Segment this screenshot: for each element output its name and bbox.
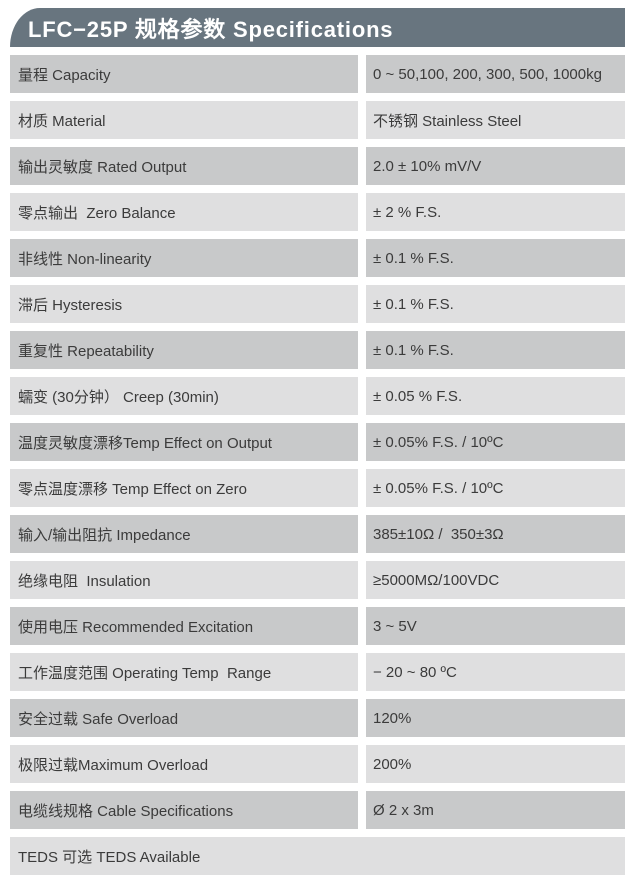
spec-label: 温度灵敏度漂移Temp Effect on Output: [10, 423, 358, 461]
spec-value: 不锈钢 Stainless Steel: [366, 101, 625, 139]
spec-label: 量程 Capacity: [10, 55, 358, 93]
table-row: 量程 Capacity 0 ~ 50,100, 200, 300, 500, 1…: [10, 55, 625, 93]
table-row: 输入/输出阻抗 Impedance 385±10Ω / 350±3Ω: [10, 515, 625, 553]
spec-value: ± 0.05% F.S. / 10ºC: [366, 423, 625, 461]
spec-value: 200%: [366, 745, 625, 783]
spec-label: 工作温度范围 Operating Temp Range: [10, 653, 358, 691]
spec-value: ± 2 % F.S.: [366, 193, 625, 231]
spec-value: ± 0.1 % F.S.: [366, 285, 625, 323]
table-row: 温度灵敏度漂移Temp Effect on Output ± 0.05% F.S…: [10, 423, 625, 461]
spec-label: TEDS 可选 TEDS Available: [10, 837, 625, 875]
spec-value: 120%: [366, 699, 625, 737]
spec-value: ± 0.1 % F.S.: [366, 331, 625, 369]
spec-value: ≥5000MΩ/100VDC: [366, 561, 625, 599]
spec-label: 绝缘电阻 Insulation: [10, 561, 358, 599]
spec-value: 385±10Ω / 350±3Ω: [366, 515, 625, 553]
spec-label: 安全过载 Safe Overload: [10, 699, 358, 737]
table-row: 输出灵敏度 Rated Output 2.0 ± 10% mV/V: [10, 147, 625, 185]
table-row: 滞后 Hysteresis ± 0.1 % F.S.: [10, 285, 625, 323]
spec-label: 非线性 Non-linearity: [10, 239, 358, 277]
spec-value: ± 0.05 % F.S.: [366, 377, 625, 415]
table-row: 材质 Material 不锈钢 Stainless Steel: [10, 101, 625, 139]
table-row: 蠕变 (30分钟） Creep (30min) ± 0.05 % F.S.: [10, 377, 625, 415]
spec-label: 重复性 Repeatability: [10, 331, 358, 369]
spec-value: − 20 ~ 80 ºC: [366, 653, 625, 691]
table-row: 安全过载 Safe Overload 120%: [10, 699, 625, 737]
table-row: 电缆线规格 Cable Specifications Ø 2 x 3m: [10, 791, 625, 829]
table-row: 极限过载Maximum Overload 200%: [10, 745, 625, 783]
spec-label: 电缆线规格 Cable Specifications: [10, 791, 358, 829]
spec-value: 2.0 ± 10% mV/V: [366, 147, 625, 185]
spec-label: 输入/输出阻抗 Impedance: [10, 515, 358, 553]
spec-value: Ø 2 x 3m: [366, 791, 625, 829]
page-title: LFC−25P 规格参数 Specifications: [28, 16, 394, 42]
spec-label: 使用电压 Recommended Excitation: [10, 607, 358, 645]
spec-label: 输出灵敏度 Rated Output: [10, 147, 358, 185]
table-row: 重复性 Repeatability ± 0.1 % F.S.: [10, 331, 625, 369]
table-row: 使用电压 Recommended Excitation 3 ~ 5V: [10, 607, 625, 645]
table-row: 非线性 Non-linearity ± 0.1 % F.S.: [10, 239, 625, 277]
spec-value: ± 0.05% F.S. / 10ºC: [366, 469, 625, 507]
table-row: 零点温度漂移 Temp Effect on Zero ± 0.05% F.S. …: [10, 469, 625, 507]
spec-value: 3 ~ 5V: [366, 607, 625, 645]
spec-sheet-title-bar: LFC−25P 规格参数 Specifications: [10, 8, 625, 47]
spec-value: 0 ~ 50,100, 200, 300, 500, 1000kg: [366, 55, 625, 93]
spec-value: ± 0.1 % F.S.: [366, 239, 625, 277]
spec-label: 蠕变 (30分钟） Creep (30min): [10, 377, 358, 415]
spec-label: 材质 Material: [10, 101, 358, 139]
table-row: 零点输出 Zero Balance ± 2 % F.S.: [10, 193, 625, 231]
table-row: 绝缘电阻 Insulation ≥5000MΩ/100VDC: [10, 561, 625, 599]
table-row: TEDS 可选 TEDS Available: [10, 837, 625, 875]
spec-label: 极限过载Maximum Overload: [10, 745, 358, 783]
spec-table: 量程 Capacity 0 ~ 50,100, 200, 300, 500, 1…: [10, 55, 625, 875]
spec-label: 零点输出 Zero Balance: [10, 193, 358, 231]
table-row: 工作温度范围 Operating Temp Range − 20 ~ 80 ºC: [10, 653, 625, 691]
spec-label: 滞后 Hysteresis: [10, 285, 358, 323]
spec-label: 零点温度漂移 Temp Effect on Zero: [10, 469, 358, 507]
